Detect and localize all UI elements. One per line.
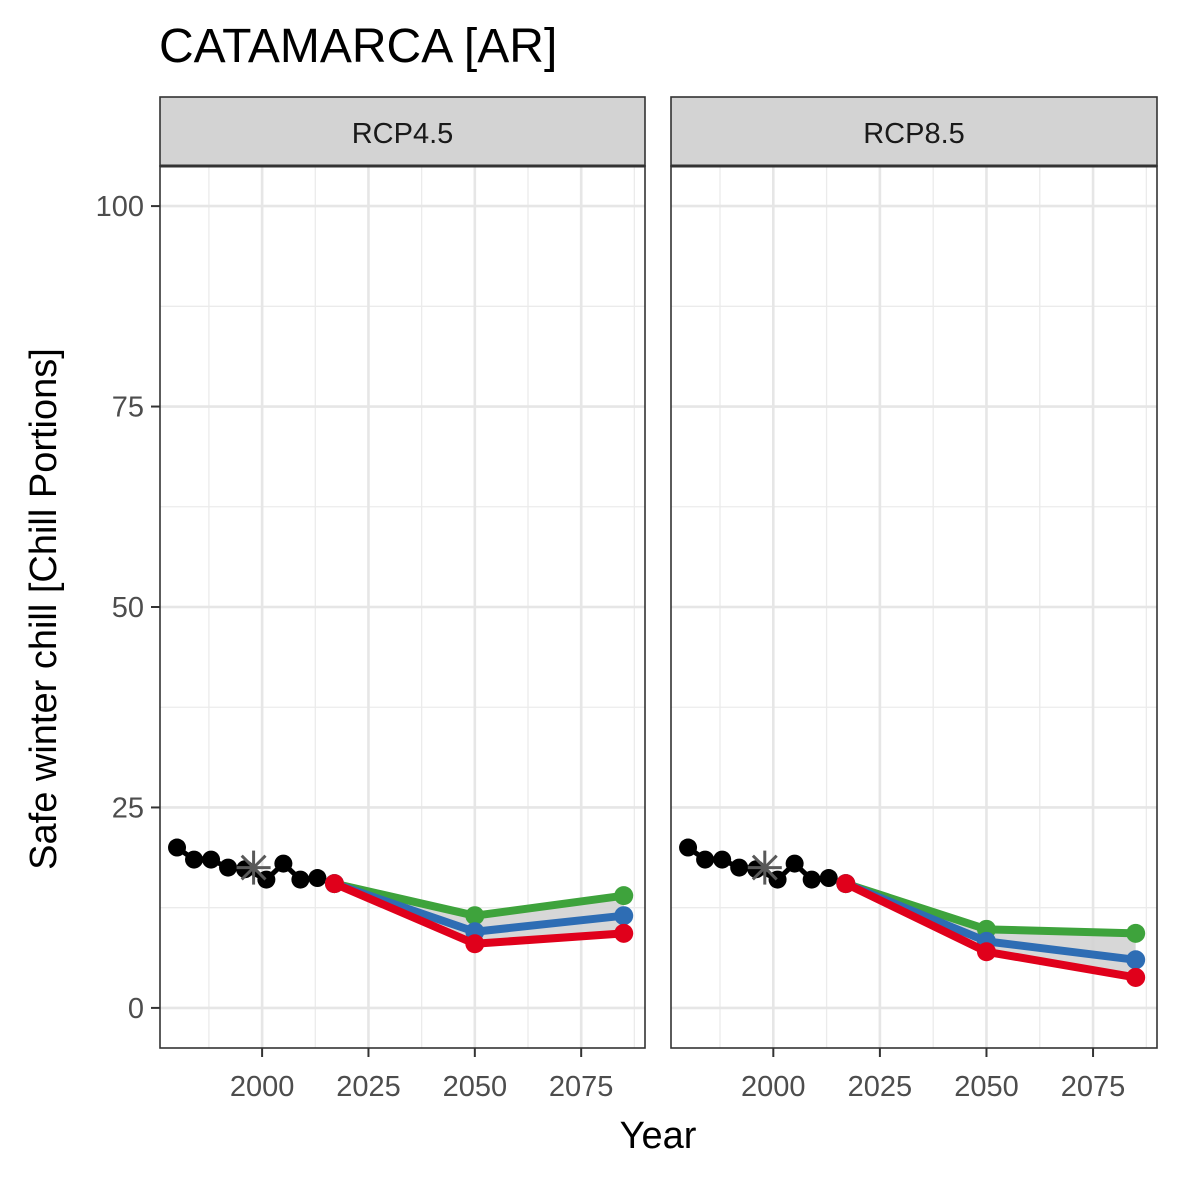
data-point-observed — [168, 838, 187, 857]
facet-strip — [670, 96, 1158, 167]
data-point-observed — [291, 870, 310, 889]
data-point-pessimistic — [614, 923, 634, 943]
y-tick-label: 75 — [112, 392, 144, 424]
data-point-observed — [308, 869, 327, 888]
x-tick-label: 2075 — [1061, 1071, 1126, 1103]
data-point-median — [1126, 950, 1146, 970]
data-point-observed — [185, 850, 204, 869]
data-point-optimistic — [465, 906, 485, 926]
facet-strip-label: RCP8.5 — [863, 118, 965, 150]
y-tick-label: 25 — [112, 792, 144, 824]
data-point-pessimistic — [465, 934, 485, 954]
facet-panels: RCP4.5 2000 2025 2050 2075 0 25 50 75 100 RCP8.5 20… — [96, 96, 1158, 1103]
star-stroke — [751, 854, 778, 881]
x-axis-title: Year — [620, 1115, 697, 1157]
data-point-observed — [696, 850, 715, 869]
chart-title: CATAMARCA [AR] — [159, 20, 557, 73]
data-point-observed — [202, 850, 221, 869]
data-point-observed — [802, 870, 821, 889]
y-tick-label: 50 — [112, 592, 144, 624]
x-tick-label: 2000 — [741, 1071, 806, 1103]
x-tick-label: 2050 — [954, 1071, 1019, 1103]
reference-star-marker — [747, 850, 782, 885]
x-tick-label: 2050 — [443, 1071, 508, 1103]
data-point-pessimistic — [976, 942, 996, 962]
data-point-observed — [274, 854, 293, 873]
y-tick-label: 0 — [128, 993, 144, 1025]
data-point-optimistic — [614, 886, 634, 906]
facet-panel-rcp45: RCP4.5 2000 2025 2050 2075 0 25 50 75 100 — [96, 96, 646, 1103]
x-tick-label: 2025 — [336, 1071, 401, 1103]
data-point-observed — [730, 858, 749, 877]
y-axis-title: Safe winter chill [Chill Portions] — [23, 348, 65, 870]
data-point-observed — [713, 850, 732, 869]
x-tick-label: 2000 — [230, 1071, 295, 1103]
data-point-pessimistic — [324, 874, 344, 894]
data-point-observed — [819, 869, 838, 888]
facet-strip-label: RCP4.5 — [352, 118, 454, 150]
reference-star-marker — [236, 850, 271, 885]
x-tick-label: 2075 — [549, 1071, 614, 1103]
data-point-observed — [679, 838, 698, 857]
data-point-observed — [785, 854, 804, 873]
x-tick-label: 2025 — [848, 1071, 913, 1103]
uncertainty-band — [334, 883, 624, 944]
data-point-optimistic — [1126, 923, 1146, 943]
facet-panel-rcp85: RCP8.5 2000 2025 2050 2075 — [670, 96, 1158, 1103]
data-point-median — [614, 906, 634, 926]
star-stroke — [240, 854, 267, 881]
data-point-observed — [219, 858, 238, 877]
data-point-pessimistic — [836, 874, 856, 894]
y-tick-label: 100 — [96, 191, 144, 223]
data-point-pessimistic — [1126, 967, 1146, 987]
